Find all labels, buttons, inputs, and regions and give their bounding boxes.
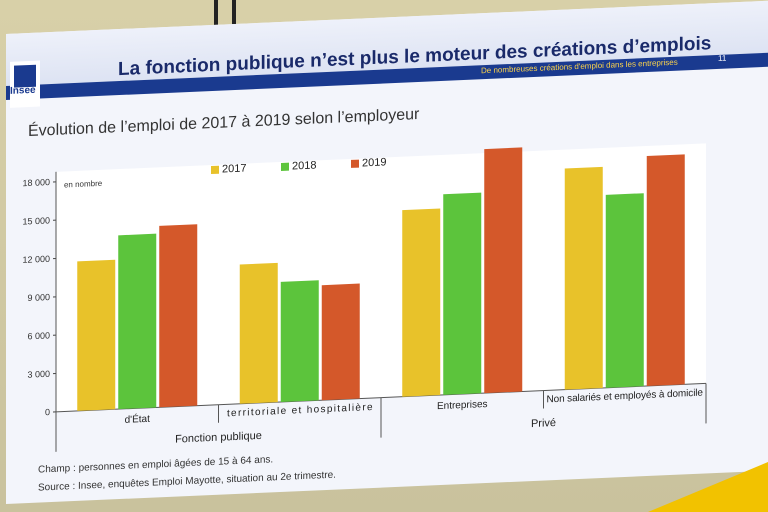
legend-label: 2019: [362, 156, 386, 169]
unit-label: en nombre: [64, 179, 103, 190]
bar: [443, 192, 482, 395]
bar: [564, 166, 603, 390]
category-label: Entreprises: [437, 399, 488, 412]
bar: [402, 208, 441, 397]
cable: [214, 0, 218, 40]
category-label: d'État: [125, 412, 150, 426]
legend-label: 2017: [222, 163, 246, 176]
y-tick-label: 3 000: [27, 369, 50, 380]
group-label: Privé: [531, 417, 556, 430]
plot-area: [56, 143, 706, 412]
y-tick-label: 15 000: [22, 215, 50, 226]
bar: [159, 224, 198, 408]
bar: [605, 193, 644, 388]
group-label: Fonction publique: [175, 430, 262, 446]
y-tick-label: 12 000: [22, 254, 50, 265]
bar: [77, 259, 116, 411]
category-label: Non salariés et employés à domicile: [547, 388, 704, 406]
slide: Insee La fonction publique n’est plus le…: [6, 0, 768, 505]
bar: [646, 154, 685, 387]
legend-label: 2018: [292, 159, 316, 172]
corner-decoration: [648, 462, 768, 512]
bar: [280, 280, 319, 403]
legend-swatch: [211, 165, 219, 175]
y-tick-label: 9 000: [27, 292, 50, 303]
y-tick-label: 18 000: [22, 177, 50, 188]
legend-swatch: [351, 159, 359, 168]
category-label: territoriale et hospitalière: [227, 402, 373, 419]
y-tick-label: 6 000: [27, 330, 50, 341]
bar: [321, 283, 360, 401]
bar: [484, 147, 523, 394]
legend-swatch: [281, 162, 289, 171]
cable: [232, 0, 236, 40]
bar: [239, 262, 278, 404]
bar: [118, 233, 157, 410]
bar-chart: 0 3 000 6 000 9 000 12 000 15 000 18 000 en nom…: [22, 143, 707, 452]
y-tick-label: 0: [45, 407, 50, 417]
